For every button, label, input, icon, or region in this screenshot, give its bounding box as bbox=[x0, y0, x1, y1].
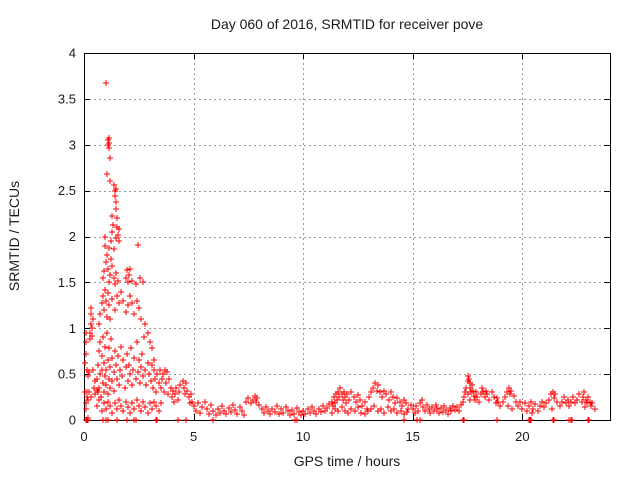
x-tick-label-10: 10 bbox=[296, 429, 310, 444]
y-tick-label-2: 2 bbox=[69, 229, 76, 244]
x-tick-label-0: 0 bbox=[80, 429, 87, 444]
y-tick-label-0: 0 bbox=[69, 413, 76, 428]
y-tick-label-4: 4 bbox=[69, 46, 76, 61]
y-tick-label-1.5: 1.5 bbox=[58, 275, 76, 290]
x-tick-label-15: 15 bbox=[406, 429, 420, 444]
y-tick-label-1: 1 bbox=[69, 321, 76, 336]
plot-border bbox=[84, 53, 611, 421]
data-points bbox=[82, 80, 598, 423]
y-tick-label-0.5: 0.5 bbox=[58, 367, 76, 382]
x-tick-label-20: 20 bbox=[515, 429, 529, 444]
y-tick-label-2.5: 2.5 bbox=[58, 183, 76, 198]
x-tick-label-5: 5 bbox=[190, 429, 197, 444]
y-tick-label-3: 3 bbox=[69, 137, 76, 152]
x-axis-label: GPS time / hours bbox=[294, 453, 401, 469]
chart-title: Day 060 of 2016, SRMTID for receiver pov… bbox=[211, 16, 484, 32]
y-axis-label: SRMTID / TECUs bbox=[6, 181, 22, 291]
plot-area: 0 5 10 15 20 0 0.5 1 1.5 2 2.5 3 3.5 4 bbox=[58, 46, 611, 444]
y-tick-label-3.5: 3.5 bbox=[58, 91, 76, 106]
